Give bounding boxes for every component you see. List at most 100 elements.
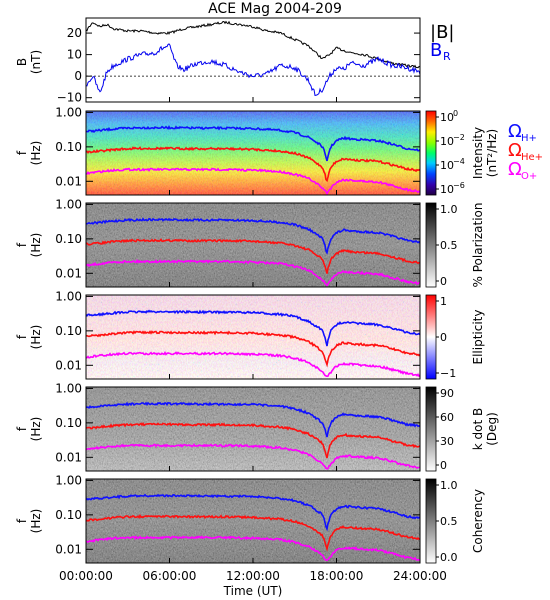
series-omega-h [85, 401, 421, 438]
colorbar-tick-label: 30 [440, 435, 454, 448]
colorbar-tick-label: 0.5 [440, 515, 458, 528]
y-tick-label: 0 [74, 69, 82, 83]
series-omega-o [85, 443, 421, 470]
y-tick-label: 0.10 [55, 324, 82, 338]
x-tick-label: 12:00:00 [226, 569, 280, 583]
legend-omega-o-sub: O+ [521, 171, 537, 182]
series-b-radial [86, 43, 421, 96]
y-tick-label: 1.00 [55, 289, 82, 303]
freq-ylabel: f [15, 150, 29, 155]
colorbar-coherency [425, 478, 437, 564]
panel-coherency: 1.00 0.10 0.01 f (Hz) 1.0 0.5 0.0 Coherency [15, 473, 485, 564]
colorbar-tick-label: 0.5 [440, 239, 458, 252]
y-tick-label: 1.00 [55, 197, 82, 211]
colorbar-title-ellipticity: Ellipticity [471, 310, 485, 365]
colorbar-kdotb [425, 386, 437, 472]
panel-polarization: 1.00 0.10 0.01 f (Hz) 1.0 0.5 0 % Polarization [15, 197, 485, 288]
y-tick-label: 0.01 [55, 542, 82, 556]
colorbar-tick-exp: −4 [453, 157, 465, 166]
colorbar-title-coherency: Coherency [471, 489, 485, 553]
series-b-magnitude [85, 20, 421, 69]
freq-ylabel: f [15, 242, 29, 247]
colorbar-tick-label: 10 [440, 183, 454, 196]
colorbar-tick-label: 1 [440, 295, 447, 308]
x-axis-label: Time (UT) [223, 584, 283, 598]
legend-omega-h: Ω [508, 121, 522, 142]
colorbar-tick-label: 10 [440, 135, 454, 148]
colorbar-tick-label: 0.0 [440, 551, 458, 564]
y-tick-label: 0.01 [55, 358, 82, 372]
freq-ylabel: f [15, 334, 29, 339]
series-omega-he [85, 330, 421, 368]
freq-yunit: (Hz) [29, 509, 43, 534]
series-omega-o [85, 350, 421, 378]
figure-title: ACE Mag 2004-209 [208, 1, 342, 17]
series-omega-h [85, 309, 421, 347]
colorbar-tick-label: 1.0 [440, 479, 458, 492]
freq-yunit: (Hz) [29, 233, 43, 258]
y-tick-label: 10 [67, 48, 82, 62]
colorbar-tick-exp: 0 [453, 109, 458, 118]
series-omega-o [85, 535, 421, 562]
legend-omega-o: Ω [508, 159, 522, 180]
colorbar-tick-label: 1.0 [440, 203, 458, 216]
y-tick-label: 1.00 [55, 381, 82, 395]
x-tick-label: 00:00:00 [59, 569, 113, 583]
y-tick-label: −10 [57, 91, 82, 105]
colorbar-tick-label: 60 [440, 411, 454, 424]
freq-ylabel: f [15, 518, 29, 523]
spectrogram-texture [86, 203, 420, 287]
colorbar-tick-label: 0 [440, 331, 447, 344]
freq-yunit: (Hz) [29, 325, 43, 350]
freq-ylabel: f [15, 426, 29, 431]
x-tick-label: 18:00:00 [310, 569, 364, 583]
x-axis: 00:00:00 06:00:00 12:00:00 18:00:00 24:00:00… [59, 569, 447, 598]
bfield-ylabel: B [15, 58, 29, 66]
colorbar-intensity [425, 110, 437, 196]
y-tick-label: 0.10 [55, 232, 82, 246]
colorbar-unit-intensity: (nT²/Hz) [485, 129, 499, 177]
series-omega-h [85, 493, 421, 532]
series-omega-he [85, 146, 421, 183]
series-omega-o [85, 167, 421, 196]
panel-kdotb: 1.00 0.10 0.01 f (Hz) 90 60 30 0 k dot B (Deg) [15, 381, 499, 472]
series-omega-he [85, 422, 421, 459]
legend-omega-he: Ω [508, 140, 522, 161]
legend-omega-he-sub: He+ [521, 152, 543, 163]
bfield-yunit: (nT) [29, 50, 43, 74]
panel-ellipticity: 1.00 0.10 0.01 f (Hz) 1 0 −1 Ellipticity [15, 289, 485, 380]
y-tick-label: 1.00 [55, 473, 82, 487]
colorbar-title-kdotb: k dot B [471, 408, 485, 450]
omega-legend: Ω H+Ω He+Ω O+ [508, 121, 543, 182]
series-omega-he [85, 238, 421, 274]
colorbar-tick-label: −1 [440, 367, 456, 380]
y-tick-label: 1.00 [55, 105, 82, 119]
colorbar-tick-label: 10 [440, 159, 454, 172]
colorbar-tick-label: 90 [440, 387, 454, 400]
colorbar-tick-exp: −2 [453, 133, 465, 142]
y-tick-label: 0.01 [55, 266, 82, 280]
series-omega-o [85, 258, 421, 287]
x-tick-label: 06:00:00 [143, 569, 197, 583]
y-tick-label: 0.01 [55, 174, 82, 188]
series-omega-h [85, 124, 421, 162]
freq-yunit: (Hz) [29, 417, 43, 442]
colorbar-unit-kdotb: (Deg) [485, 412, 499, 446]
y-tick-label: 0.10 [55, 140, 82, 154]
freq-yunit: (Hz) [29, 141, 43, 166]
colorbar-tick-label: 10 [440, 111, 454, 124]
y-tick-label: 0.10 [55, 508, 82, 522]
colorbar-tick-exp: −6 [453, 181, 465, 190]
y-tick-label: 0.01 [55, 450, 82, 464]
colorbar-polarization [425, 202, 437, 288]
colorbar-tick-label: 0 [440, 459, 447, 472]
y-tick-label: 0.10 [55, 416, 82, 430]
legend-b-magnitude: |B| [430, 22, 454, 43]
spectrogram-texture [86, 387, 420, 471]
legend-b-radial-sub: R [443, 50, 451, 63]
colorbar-tick-label: 0 [440, 275, 447, 288]
